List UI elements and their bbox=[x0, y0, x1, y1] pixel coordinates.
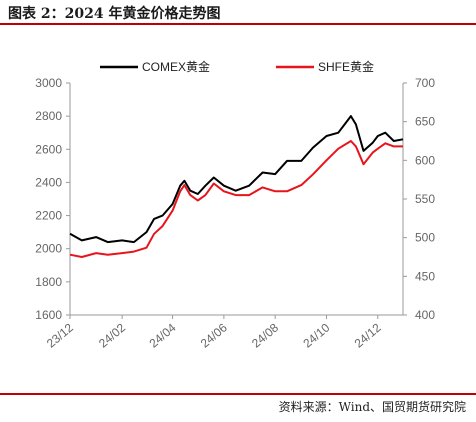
source-divider bbox=[0, 393, 476, 395]
legend: COMEX黄金 SHFE黄金 bbox=[100, 59, 374, 74]
y-right-tick-label: 700 bbox=[415, 76, 435, 90]
y-right-tick-label: 650 bbox=[415, 115, 435, 129]
y-left-tick-label: 2800 bbox=[35, 109, 62, 123]
y-left-tick-label: 2200 bbox=[35, 209, 62, 223]
figure-title: 图表 2：2024 年黄金价格走势图 bbox=[8, 6, 221, 22]
legend-label-shfe: SHFE黄金 bbox=[318, 59, 374, 74]
y-left-tick-label: 3000 bbox=[35, 76, 62, 90]
source-note: 资料来源：Wind、国贸期货研究院 bbox=[278, 400, 466, 414]
y-left-tick-label: 2600 bbox=[35, 142, 62, 156]
y-right-tick-label: 600 bbox=[415, 153, 435, 167]
y-right-tick-label: 400 bbox=[415, 308, 435, 322]
x-tick-label: 24/02 bbox=[96, 320, 128, 350]
x-tick-label: 24/10 bbox=[300, 320, 332, 350]
series-line-shfe bbox=[69, 140, 403, 258]
y-left-tick-label: 2000 bbox=[35, 242, 62, 256]
series-line-comex bbox=[69, 115, 404, 244]
y-right-tick-label: 550 bbox=[415, 192, 435, 206]
x-tick-label: 23/12 bbox=[44, 320, 76, 350]
y-right-tick-label: 450 bbox=[415, 269, 435, 283]
x-tick-label: 24/08 bbox=[249, 320, 281, 350]
x-tick-label: 24/04 bbox=[147, 320, 179, 350]
x-tick-label: 24/06 bbox=[198, 320, 230, 350]
x-tick-label: 24/12 bbox=[352, 320, 384, 350]
y-left-tick-label: 1800 bbox=[35, 275, 62, 289]
y-left-tick-label: 2400 bbox=[35, 175, 62, 189]
y-right-tick-label: 500 bbox=[415, 231, 435, 245]
series-group bbox=[69, 115, 404, 258]
title-divider bbox=[0, 23, 476, 25]
axes-group: 1600 1800 2000 2200 2400 2600 2800 3000 400 450 50… bbox=[35, 76, 435, 351]
chart: 1600 1800 2000 2200 2400 2600 2800 3000 400 450 50… bbox=[35, 59, 435, 351]
legend-label-comex: COMEX黄金 bbox=[142, 59, 210, 74]
y-left-tick-label: 1600 bbox=[35, 308, 62, 322]
